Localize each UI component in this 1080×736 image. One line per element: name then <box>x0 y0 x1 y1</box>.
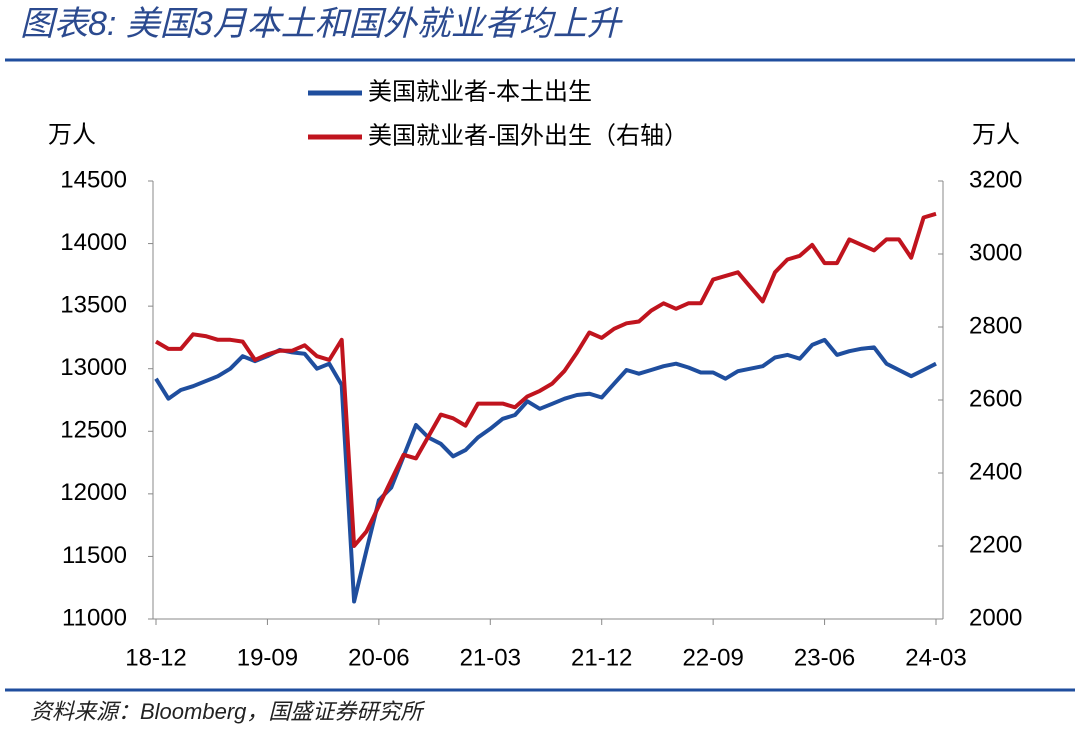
y2-tick-label: 2600 <box>969 385 1022 412</box>
y-tick-label: 14500 <box>60 166 127 193</box>
x-tick-label: 19-09 <box>237 644 298 671</box>
x-tick-label: 23-06 <box>794 644 855 671</box>
x-tick-label: 18-12 <box>125 644 186 671</box>
y2-tick-label: 2200 <box>969 531 1022 558</box>
x-tick-label: 22-09 <box>682 644 743 671</box>
y2-tick-label: 3000 <box>969 239 1022 266</box>
y-axis-label: 万人 <box>48 121 96 148</box>
series-line <box>154 337 937 604</box>
series-line <box>154 211 937 548</box>
y-tick-label: 11000 <box>62 604 127 631</box>
y-tick-label: 13000 <box>60 354 127 381</box>
y2-tick-label: 2400 <box>969 458 1022 485</box>
y-tick-label: 12000 <box>60 479 127 506</box>
x-tick-label: 21-03 <box>460 644 521 671</box>
y-tick-label: 14000 <box>60 229 127 256</box>
y-tick-label: 12500 <box>60 417 127 444</box>
y2-tick-label: 2000 <box>969 604 1022 631</box>
y-tick-label: 11500 <box>62 542 127 569</box>
y-tick-label: 13500 <box>60 291 127 318</box>
y2-tick-label: 3200 <box>969 166 1022 193</box>
y2-tick-label: 2800 <box>969 312 1022 339</box>
x-tick-label: 21-12 <box>571 644 632 671</box>
legend-label: 美国就业者-国外出生（右轴） <box>368 122 688 149</box>
chart-title: 图表8: 美国3月本土和国外就业者均上升 <box>20 5 624 43</box>
legend-label: 美国就业者-本土出生 <box>368 78 592 105</box>
x-tick-label: 24-03 <box>905 644 966 671</box>
source: 资料来源：Bloomberg，国盛证券研究所 <box>30 699 425 724</box>
x-tick-label: 20-06 <box>348 644 409 671</box>
y2-axis-label: 万人 <box>972 121 1020 148</box>
